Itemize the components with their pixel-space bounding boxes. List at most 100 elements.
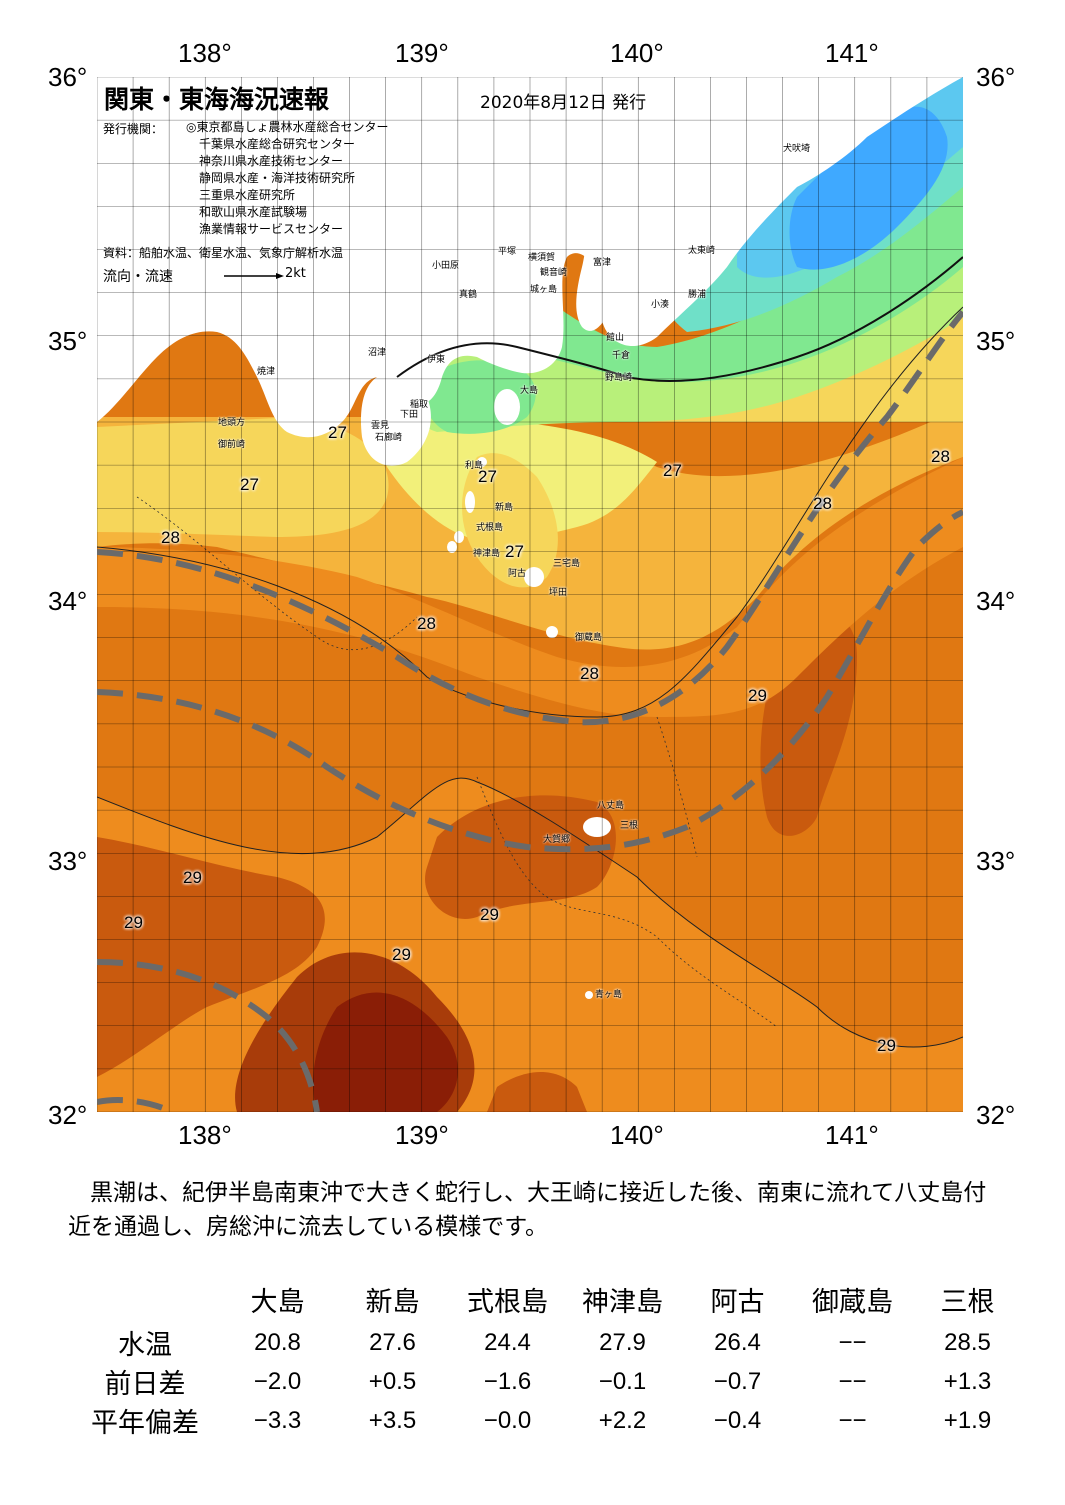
- table-row: 前日差 −2.0 +0.5 −1.6 −0.1 −0.7 −− +1.3: [70, 1362, 1025, 1401]
- issuer-item: 漁業情報サービスセンター: [199, 222, 344, 236]
- place-label: 八丈島: [597, 801, 625, 811]
- table-cell: −−: [838, 1367, 867, 1395]
- temp-label: 27: [328, 423, 347, 442]
- table-cell: −0.4: [713, 1406, 762, 1434]
- row-header: 水温: [118, 1330, 172, 1361]
- temp-label: 28: [813, 494, 832, 513]
- land-boso-peninsula: [576, 185, 667, 331]
- table-cell: −0.7: [713, 1367, 762, 1395]
- temp-label: 28: [417, 614, 436, 633]
- issue-date: 2020年8月12日 発行: [480, 93, 647, 113]
- place-label: 千倉: [612, 351, 631, 361]
- issuer-item: 静岡県水産・海洋技術研究所: [199, 171, 356, 185]
- temp-label: 27: [663, 461, 682, 480]
- column-header: 神津島: [582, 1286, 663, 1318]
- temp-label: 28: [161, 528, 180, 547]
- map-canvas: [97, 77, 963, 1112]
- table-cell: 24.4: [484, 1328, 531, 1356]
- issuer-item: 神奈川県水産技術センター: [199, 154, 344, 168]
- temp-label: 28: [580, 664, 599, 683]
- lon-label-139-bottom: 139°: [395, 1120, 449, 1150]
- place-label: 小湊: [651, 300, 670, 310]
- lat-label-33-left: 33°: [48, 846, 88, 876]
- lat-label-34-right: 34°: [976, 586, 1016, 616]
- place-label: 大島: [520, 386, 539, 396]
- table-cell: −2.0: [253, 1367, 302, 1395]
- table-cell: +2.2: [598, 1406, 647, 1434]
- lon-label-141-bottom: 141°: [825, 1120, 879, 1150]
- row-header: 平年偏差: [91, 1408, 199, 1439]
- temp-label: 29: [480, 905, 499, 924]
- lon-label-138-top: 138°: [178, 38, 232, 68]
- island-oshima: [494, 389, 520, 425]
- temp-label: 27: [478, 467, 497, 486]
- place-label: 阿古: [508, 569, 527, 579]
- temp-label: 27: [505, 542, 524, 561]
- table-row: 平年偏差 −3.3 +3.5 −0.0 +2.2 −0.4 −− +1.9: [70, 1401, 1025, 1440]
- place-label: 大賀郷: [543, 835, 571, 845]
- column-header: 式根島: [467, 1286, 548, 1318]
- place-label: 横須賀: [528, 253, 556, 263]
- lat-label-36-right: 36°: [976, 62, 1016, 92]
- isotherm-line: [97, 306, 963, 718]
- island-hachijojima: [583, 817, 611, 837]
- kuroshio-path-south-loop: [97, 509, 963, 853]
- place-label: 三宅島: [553, 559, 581, 569]
- place-label: 坪田: [549, 588, 568, 598]
- lat-label-33-right: 33°: [976, 846, 1016, 876]
- flow-arrow-icon: [224, 273, 284, 279]
- sea-zone-29-central: [425, 795, 616, 919]
- column-header: 御蔵島: [812, 1286, 893, 1318]
- island-mikurajima: [546, 626, 558, 638]
- table-cell: 28.5: [944, 1328, 991, 1356]
- table-cell: −0.0: [483, 1406, 532, 1434]
- place-label: 太東崎: [688, 246, 716, 256]
- issuer-item: 三重県水産研究所: [199, 188, 296, 202]
- row-header: 前日差: [104, 1369, 186, 1400]
- table-cell: −0.1: [598, 1367, 647, 1395]
- island-toshima: [477, 457, 487, 467]
- place-label: 城ヶ島: [530, 285, 558, 295]
- column-header: 大島: [250, 1286, 305, 1318]
- land-izu-peninsula: [360, 375, 431, 466]
- lat-label-34-left: 34°: [48, 586, 88, 616]
- island-temperature-table: 大島 新島 式根島 神津島 阿古 御蔵島 三根 水温 20.8 27.6 24.…: [70, 1275, 1025, 1440]
- table-cell: 26.4: [714, 1328, 761, 1356]
- issuer-list: ◎東京都島しょ農林水産総合センター 千葉県水産総合研究センター 神奈川県水産技術…: [186, 119, 388, 238]
- column-header: 阿古: [710, 1286, 765, 1318]
- column-header: 新島: [365, 1286, 420, 1318]
- place-label: 平塚: [498, 247, 517, 257]
- place-label: 御前崎: [218, 440, 246, 450]
- isotherm-line: [396, 256, 963, 382]
- sea-zone-27-north: [97, 307, 963, 422]
- place-label: 石廊崎: [375, 433, 403, 443]
- kuroshio-path-southwest-tail: [97, 1097, 174, 1112]
- sea-zone-29-southwest: [97, 837, 325, 1077]
- table-cell: −−: [838, 1328, 867, 1356]
- place-label: 観音崎: [540, 268, 568, 278]
- lat-label-32-right: 32°: [976, 1100, 1016, 1130]
- temp-label: 29: [183, 868, 202, 887]
- place-label: 下田: [400, 410, 419, 420]
- sea-zone-27-northwest: [97, 417, 389, 537]
- lon-label-140-bottom: 140°: [610, 1120, 664, 1150]
- place-label: 勝浦: [688, 290, 707, 300]
- place-label: 利島: [465, 461, 484, 471]
- depth-contour: [656, 716, 698, 858]
- sea-zone-20: [789, 106, 948, 270]
- table-cell: 20.8: [254, 1328, 301, 1356]
- flow-scale-label: 2kt: [285, 266, 306, 281]
- lon-label-139-top: 139°: [395, 38, 449, 68]
- place-label: 三根: [620, 821, 639, 831]
- depth-contour: [136, 496, 418, 650]
- issuer-item: 和歌山県水産試験場: [199, 205, 308, 219]
- place-label: 雲見: [371, 421, 390, 431]
- place-label: 神津島: [473, 549, 501, 559]
- temp-label: 29: [392, 945, 411, 964]
- table-cell: +1.9: [943, 1406, 992, 1434]
- place-label: 真鶴: [459, 290, 478, 300]
- summary-text: 黒潮は、紀伊半島南東沖で大きく蛇行し、大王崎に接近した後、南東に流れて八丈島付近…: [68, 1180, 987, 1240]
- table-cell: −3.3: [253, 1406, 302, 1434]
- table-header-row: 大島 新島 式根島 神津島 阿古 御蔵島 三根: [70, 1275, 1025, 1323]
- place-label: 伊東: [427, 355, 446, 365]
